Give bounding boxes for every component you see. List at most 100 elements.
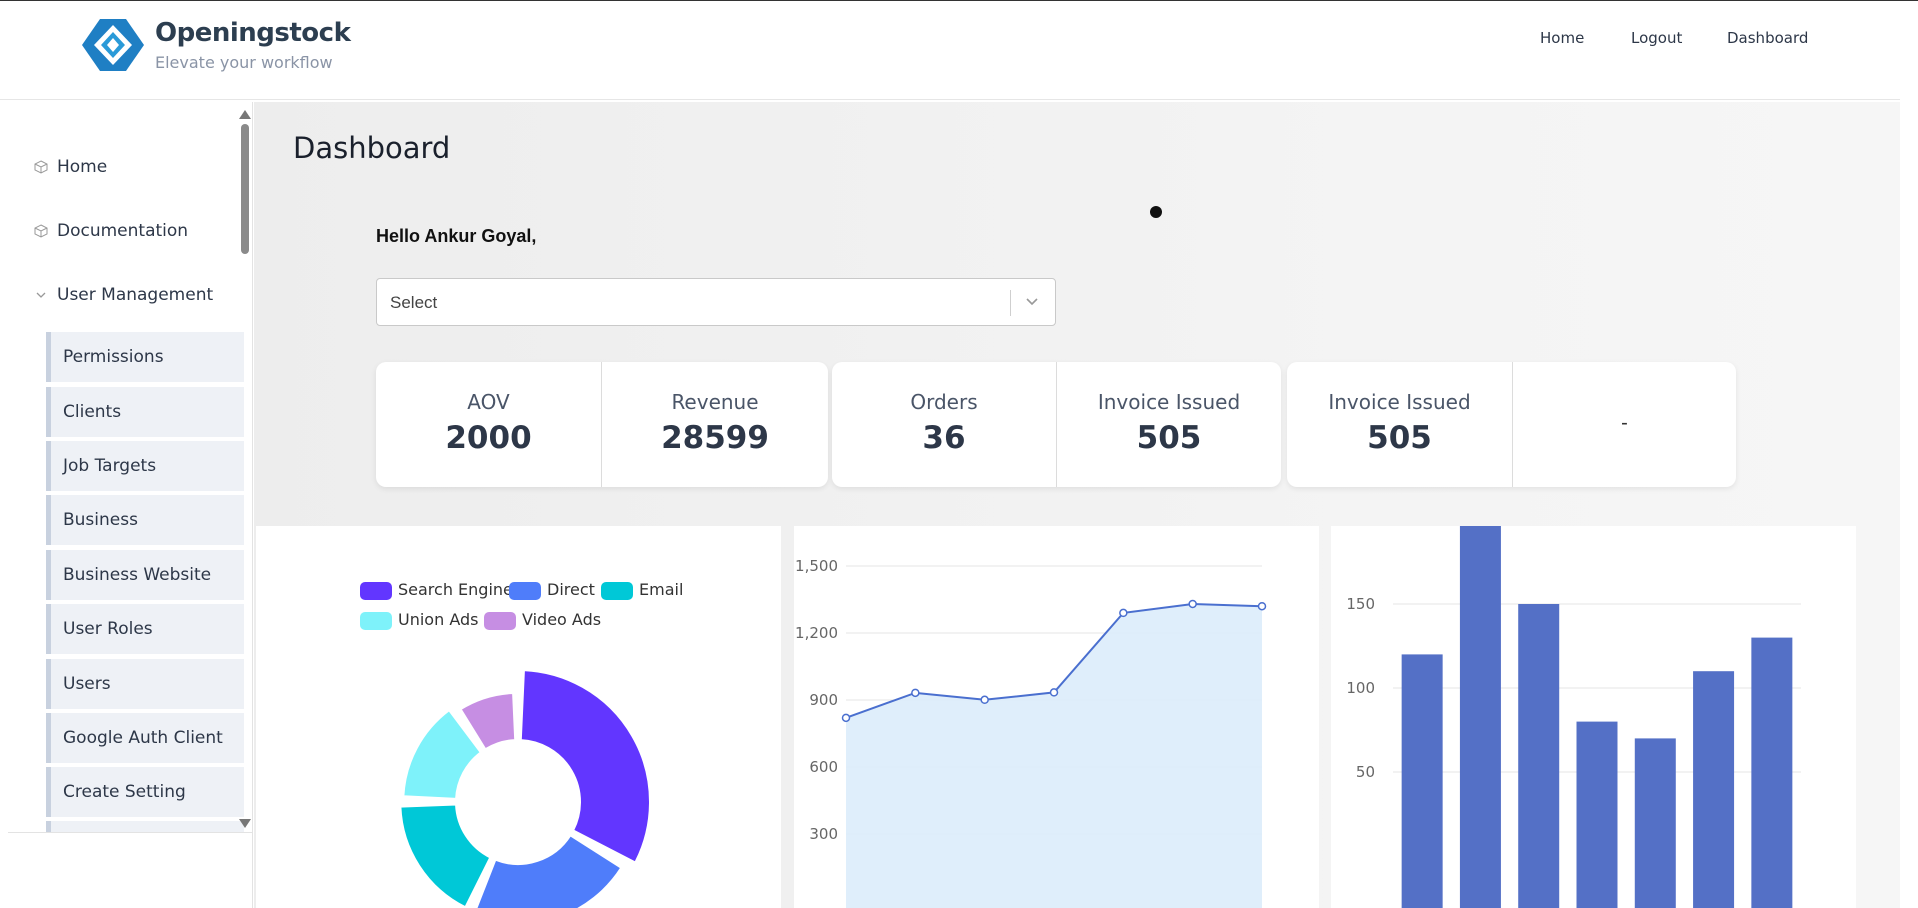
- stat-label: Invoice Issued: [1097, 390, 1241, 414]
- business-select[interactable]: Select: [376, 278, 1056, 326]
- data-point: [1049, 688, 1059, 697]
- sidebar-item-clients[interactable]: Clients: [46, 387, 244, 437]
- nav-logout-link[interactable]: Logout: [1631, 29, 1683, 47]
- stat-value: 36: [922, 420, 966, 456]
- sidebar-item-partial[interactable]: [46, 821, 244, 832]
- sidebar: Home Documentation User Management Permi…: [8, 102, 253, 908]
- scroll-down-arrow-icon[interactable]: [239, 819, 251, 828]
- stat-value: 2000: [445, 420, 532, 456]
- bar: [1518, 604, 1560, 908]
- donut-slice: [399, 803, 492, 908]
- legend-label: Video Ads: [522, 610, 602, 629]
- sidebar-divider: [8, 832, 253, 833]
- donut-chart: [399, 669, 651, 908]
- y-tick-label: 50: [1356, 763, 1375, 781]
- bar-chart: 50 100 150 200: [1346, 526, 1801, 908]
- stat-empty: -: [1512, 362, 1736, 487]
- chevron-down-icon[interactable]: [1023, 292, 1041, 310]
- legend-swatch: [509, 582, 541, 600]
- scrollbar-thumb[interactable]: [241, 124, 249, 254]
- donut-slice: [402, 709, 482, 800]
- data-point: [980, 695, 989, 705]
- y-tick-label: 150: [1346, 595, 1375, 613]
- bar: [1401, 654, 1443, 908]
- sidebar-item-google-auth-client[interactable]: Google Auth Client: [46, 713, 244, 763]
- stat-value: -: [1621, 412, 1628, 434]
- legend-swatch: [360, 612, 392, 630]
- sidebar-item-label: User Management: [57, 285, 214, 305]
- donut-slice: [475, 834, 623, 908]
- select-placeholder: Select: [390, 293, 438, 312]
- sidebar-scrollbar[interactable]: [237, 102, 253, 832]
- legend-swatch: [484, 612, 516, 630]
- loading-dot: [1150, 206, 1162, 218]
- stat-aov: AOV 2000: [376, 362, 601, 487]
- legend-swatch: [360, 582, 392, 600]
- bar-chart-panel: 50 100 150 200: [1331, 526, 1856, 908]
- greeting-text: Hello Ankur Goyal,: [376, 226, 537, 246]
- brand-logo-icon[interactable]: [80, 17, 146, 73]
- bar: [1576, 721, 1618, 908]
- stat-card: Invoice Issued 505 -: [1287, 362, 1736, 487]
- y-tick-label: 200: [1346, 526, 1375, 529]
- top-header: Openingstock Elevate your workflow Home …: [0, 1, 1900, 100]
- stat-card: AOV 2000 Revenue 28599: [376, 362, 828, 487]
- stat-revenue: Revenue 28599: [601, 362, 828, 487]
- sidebar-menu: Home Documentation User Management Permi…: [8, 102, 253, 832]
- bar: [1459, 526, 1501, 908]
- stat-orders: Orders 36: [832, 362, 1056, 487]
- sidebar-item-business[interactable]: Business: [46, 495, 244, 545]
- scroll-up-arrow-icon[interactable]: [239, 110, 251, 119]
- legend-label: Search Engine: [398, 580, 513, 599]
- sidebar-item-create-setting[interactable]: Create Setting: [46, 767, 244, 817]
- y-tick-label: 100: [1346, 679, 1375, 697]
- stat-invoice-issued: Invoice Issued 505: [1287, 362, 1512, 487]
- stat-value: 505: [1136, 420, 1202, 456]
- stat-value: 28599: [661, 420, 769, 456]
- y-tick-label: 600: [809, 758, 838, 776]
- sidebar-item-job-targets[interactable]: Job Targets: [46, 441, 244, 491]
- donut-chart-panel: Search Engine Direct Email Union Ads Vid…: [256, 526, 781, 908]
- y-tick-label: 900: [809, 691, 838, 709]
- bar: [1751, 637, 1793, 908]
- data-point: [1257, 601, 1267, 611]
- nav-home-link[interactable]: Home: [1540, 29, 1585, 47]
- sidebar-item-label: Documentation: [57, 221, 189, 241]
- sidebar-item-permissions[interactable]: Permissions: [46, 332, 244, 382]
- sidebar-item-user-roles[interactable]: User Roles: [46, 604, 244, 654]
- stat-label: Invoice Issued: [1328, 390, 1471, 414]
- area-fill: [846, 603, 1262, 908]
- stat-label: Revenue: [671, 390, 759, 414]
- legend-label: Union Ads: [398, 610, 479, 629]
- y-tick-label: 1,200: [795, 624, 838, 642]
- bar: [1634, 738, 1676, 908]
- nav-dashboard-link[interactable]: Dashboard: [1727, 29, 1809, 47]
- stat-card: Orders 36 Invoice Issued 505: [832, 362, 1281, 487]
- donut-slice: [459, 691, 517, 751]
- legend-label: Direct: [547, 580, 595, 599]
- line-chart-panel: 300 600 900 1,200 1,500: [794, 526, 1319, 908]
- legend-swatch: [601, 582, 633, 600]
- stat-label: AOV: [467, 390, 510, 414]
- data-point: [1119, 608, 1128, 618]
- stat-invoice-issued: Invoice Issued 505: [1056, 362, 1281, 487]
- chevron-down-icon: [36, 292, 46, 298]
- sidebar-item-users[interactable]: Users: [46, 659, 244, 709]
- cube-icon: [34, 224, 48, 238]
- line-chart: 300 600 900 1,200 1,500: [795, 557, 1267, 908]
- donut-slice: [519, 669, 651, 864]
- y-tick-label: 300: [809, 825, 838, 843]
- sidebar-item-business-website[interactable]: Business Website: [46, 550, 244, 600]
- brand-tagline: Elevate your workflow: [155, 53, 333, 72]
- legend-label: Email: [639, 580, 684, 599]
- stat-value: 505: [1367, 420, 1432, 456]
- sidebar-item-label: Home: [57, 157, 108, 177]
- main-content: Dashboard Hello Ankur Goyal, Select AOV …: [254, 102, 1900, 908]
- data-point: [1188, 599, 1197, 609]
- stat-label: Orders: [910, 390, 978, 414]
- brand-name[interactable]: Openingstock: [155, 18, 351, 48]
- y-tick-label: 1,500: [795, 557, 838, 575]
- page-title: Dashboard: [293, 131, 451, 165]
- data-point: [911, 688, 920, 698]
- select-separator: [1010, 290, 1011, 316]
